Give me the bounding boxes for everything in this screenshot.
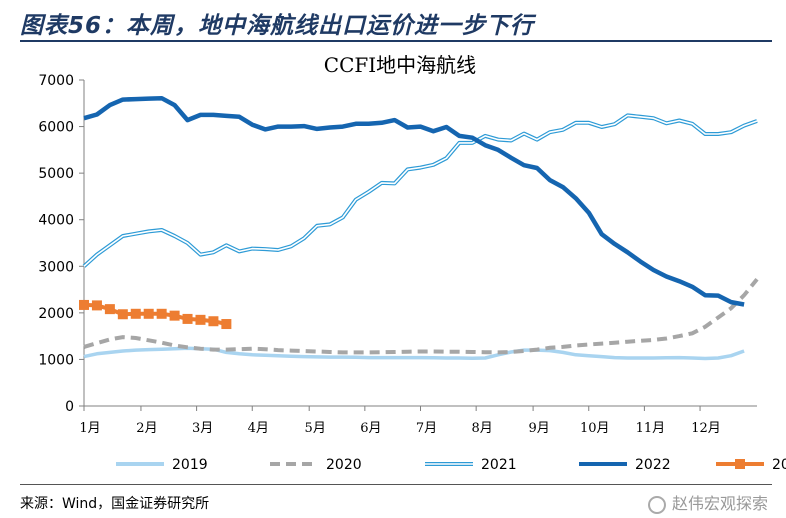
series-line-inner-2021 xyxy=(83,114,758,267)
series-2019 xyxy=(83,346,745,361)
series-2023 xyxy=(79,299,232,330)
y-tick-label: 7000 xyxy=(38,73,74,89)
x-tick-label: 3月 xyxy=(192,421,213,436)
watermark-text: 赵伟宏观探索 xyxy=(671,494,768,513)
legend-label: 2023 xyxy=(772,457,786,473)
chart-title: CCFI地中海航线 xyxy=(324,53,476,77)
y-tick-label: 6000 xyxy=(38,120,74,136)
legend-item-2023: 2023 xyxy=(716,457,786,473)
series-layer xyxy=(79,95,759,361)
series-line-2019 xyxy=(83,346,745,361)
legend: 2019 2020 2021 2022 2023 xyxy=(116,457,786,473)
series-point-2023 xyxy=(130,308,141,319)
legend-item-2021: 2021 xyxy=(425,457,517,473)
x-tick-label: 9月 xyxy=(528,421,549,436)
x-tick-label: 4月 xyxy=(248,421,269,436)
legend-label: 2020 xyxy=(326,457,362,473)
y-tick-label: 5000 xyxy=(38,166,74,182)
series-line-2020 xyxy=(83,278,759,355)
footer-divider xyxy=(20,484,772,485)
series-point-2023 xyxy=(79,299,89,310)
series-point-2023 xyxy=(221,319,232,330)
series-2022 xyxy=(83,95,745,307)
x-axis: 1月 2月 3月 4月 5月 6月 7月 8月 9月 10月 11月 12月 xyxy=(79,405,757,436)
watermark: 赵伟宏观探索 xyxy=(647,490,768,514)
series-line-2022 xyxy=(83,95,745,307)
series-2020 xyxy=(83,278,759,355)
series-point-2023 xyxy=(91,300,102,311)
legend-item-2019: 2019 xyxy=(116,457,208,473)
header-divider xyxy=(20,40,772,42)
series-2021 xyxy=(82,113,758,268)
legend-item-2022: 2022 xyxy=(579,457,671,473)
series-point-2023 xyxy=(195,314,206,325)
x-tick-label: 10月 xyxy=(580,421,610,436)
y-tick-label: 4000 xyxy=(38,213,74,229)
y-axis: 0 1000 2000 3000 4000 5000 6000 7000 xyxy=(38,73,85,415)
legend-item-2020: 2020 xyxy=(270,457,362,473)
x-tick-label: 12月 xyxy=(691,421,721,436)
x-tick-label: 5月 xyxy=(305,421,326,436)
x-tick-label: 2月 xyxy=(136,421,157,436)
x-tick-label: 11月 xyxy=(636,421,666,436)
x-tick-label: 8月 xyxy=(472,421,493,436)
series-line-2021 xyxy=(82,113,758,268)
y-tick-label: 1000 xyxy=(38,352,74,368)
series-point-2023 xyxy=(143,308,154,319)
series-point-2023 xyxy=(182,313,193,324)
y-tick-label: 0 xyxy=(65,399,74,415)
series-point-2023 xyxy=(117,309,128,320)
x-tick-label: 7月 xyxy=(416,421,437,436)
report-header: 图表56：本周，地中海航线出口运价进一步下行 xyxy=(0,0,786,42)
source-note: 来源：Wind，国金证券研究所 xyxy=(20,496,210,512)
series-point-2023 xyxy=(156,308,167,319)
series-point-2023 xyxy=(104,304,115,315)
legend-label: 2021 xyxy=(481,457,517,473)
x-tick-label: 1月 xyxy=(79,421,100,436)
x-tick-label: 6月 xyxy=(360,421,381,436)
wechat-icon xyxy=(647,495,666,514)
y-tick-label: 3000 xyxy=(38,259,74,275)
series-point-2023 xyxy=(169,310,180,321)
legend-marker xyxy=(735,459,745,469)
legend-label: 2022 xyxy=(635,457,671,473)
y-tick-label: 2000 xyxy=(38,306,74,322)
ccfi-line-chart: CCFI地中海航线 01000200030004000500060007000 … xyxy=(38,53,786,473)
legend-label: 2019 xyxy=(172,457,208,473)
figure-title: 图表56：本周，地中海航线出口运价进一步下行 xyxy=(20,13,535,39)
series-point-2023 xyxy=(208,316,219,327)
